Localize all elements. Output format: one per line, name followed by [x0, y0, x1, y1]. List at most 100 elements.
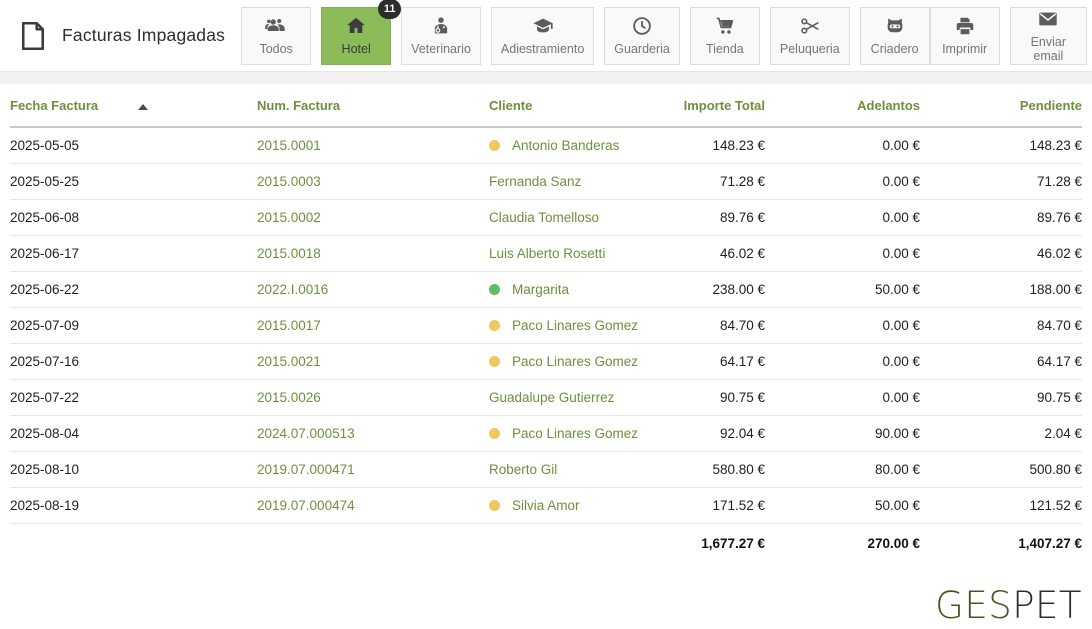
col-header-pendiente[interactable]: Pendiente [1019, 97, 1082, 113]
cell-importe: 580.80 € [712, 462, 765, 477]
filter-buttons: Todos 11 Hotel Veterinario Adiestram [241, 0, 930, 65]
client-status-dot [489, 284, 500, 295]
cell-importe: 84.70 € [719, 318, 765, 333]
table-row: 2025-07-22 2015.0026 Guadalupe Gutierrez… [10, 380, 1082, 416]
client-link[interactable]: Claudia Tomelloso [489, 210, 600, 225]
cell-fecha: 2025-08-10 [10, 462, 80, 477]
invoice-link[interactable]: 2015.0003 [257, 174, 321, 189]
filter-label: Peluqueria [779, 42, 840, 56]
cell-pendiente: 188.00 € [1029, 282, 1082, 297]
cell-fecha: 2025-07-22 [10, 390, 80, 405]
logo-pet: PET [1012, 584, 1082, 627]
shopping-cart-icon [714, 15, 736, 37]
filter-label: Tienda [705, 42, 744, 56]
client-link[interactable]: Paco Linares Gomez [512, 354, 639, 369]
table-row: 2025-08-10 2019.07.000471 Roberto Gil 58… [10, 452, 1082, 488]
gespet-logo: GESPET [935, 587, 1082, 624]
client-status-dot [489, 500, 500, 511]
table-header: Fecha Factura Num. Factura Cliente Impor… [10, 84, 1082, 128]
cell-fecha: 2025-06-17 [10, 246, 80, 261]
document-icon [15, 18, 51, 54]
invoice-link[interactable]: 2024.07.000513 [257, 426, 355, 441]
client-link[interactable]: Margarita [512, 282, 570, 297]
col-header-cliente[interactable]: Cliente [489, 97, 533, 113]
print-button[interactable]: Imprimir [929, 6, 1000, 65]
invoice-link[interactable]: 2015.0026 [257, 390, 321, 405]
users-icon [265, 15, 287, 37]
client-link[interactable]: Paco Linares Gomez [512, 318, 639, 333]
col-header-num-factura[interactable]: Num. Factura [257, 97, 341, 113]
cell-pendiente: 46.02 € [1036, 246, 1082, 261]
cell-pendiente: 500.80 € [1029, 462, 1082, 477]
header-separator [0, 71, 1092, 84]
col-header-importe-total[interactable]: Importe Total [683, 97, 765, 113]
cell-adelantos: 0.00 € [882, 138, 920, 153]
total-pendiente: 1,407.27 € [1018, 535, 1082, 551]
cell-pendiente: 64.17 € [1036, 354, 1082, 369]
table-row: 2025-07-16 2015.0021 Paco Linares Gomez … [10, 344, 1082, 380]
topbar: Facturas Impagadas Todos 11 Hotel [0, 0, 1092, 71]
scissors-icon [799, 15, 821, 37]
client-status-dot [489, 320, 500, 331]
cell-adelantos: 90.00 € [874, 426, 920, 441]
filter-hotel[interactable]: 11 Hotel [321, 0, 402, 65]
invoice-link[interactable]: 2015.0001 [257, 138, 321, 153]
cell-adelantos: 0.00 € [882, 174, 920, 189]
filter-tienda[interactable]: Tienda [689, 6, 760, 65]
cell-pendiente: 71.28 € [1036, 174, 1082, 189]
totals-row: 1,677.27 € 270.00 € 1,407.27 € [10, 524, 1082, 562]
send-email-button[interactable]: Enviar email [1009, 6, 1087, 65]
cell-adelantos: 0.00 € [882, 318, 920, 333]
filter-veterinario[interactable]: Veterinario [401, 6, 481, 65]
filter-label: Criadero [870, 42, 919, 56]
invoice-link[interactable]: 2015.0018 [257, 246, 321, 261]
cell-importe: 64.17 € [719, 354, 765, 369]
invoice-link[interactable]: 2015.0002 [257, 210, 321, 225]
invoice-link[interactable]: 2015.0021 [257, 354, 321, 369]
invoice-link[interactable]: 2015.0017 [257, 318, 321, 333]
sort-asc-icon [138, 103, 149, 110]
cell-pendiente: 84.70 € [1036, 318, 1082, 333]
client-link[interactable]: Guadalupe Gutierrez [489, 390, 615, 405]
filter-todos[interactable]: Todos [241, 6, 312, 65]
cell-adelantos: 0.00 € [882, 354, 920, 369]
col-header-fecha-factura[interactable]: Fecha Factura [10, 98, 257, 113]
table-body: 2025-05-05 2015.0001 Antonio Banderas 14… [10, 128, 1082, 524]
filter-criadero[interactable]: Criadero [859, 6, 930, 65]
table-row: 2025-08-04 2024.07.000513 Paco Linares G… [10, 416, 1082, 452]
cell-pendiente: 89.76 € [1036, 210, 1082, 225]
filter-label: Todos [259, 42, 293, 56]
cell-fecha: 2025-05-05 [10, 138, 80, 153]
invoice-link[interactable]: 2022.I.0016 [257, 282, 329, 297]
filter-adiestramiento[interactable]: Adiestramiento [490, 6, 595, 65]
client-link[interactable]: Luis Alberto Rosetti [489, 246, 606, 261]
client-link[interactable]: Silvia Amor [512, 498, 580, 513]
cell-adelantos: 50.00 € [874, 282, 920, 297]
filter-guarderia[interactable]: Guarderia [604, 6, 680, 65]
total-importe: 1,677.27 € [701, 535, 765, 551]
client-link[interactable]: Roberto Gil [489, 462, 558, 477]
filter-label: Hotel [341, 42, 371, 56]
client-link[interactable]: Paco Linares Gomez [512, 426, 639, 441]
col-header-adelantos[interactable]: Adelantos [857, 97, 920, 113]
filter-peluqueria[interactable]: Peluqueria [769, 6, 850, 65]
invoice-link[interactable]: 2019.07.000474 [257, 498, 355, 513]
table-row: 2025-08-19 2019.07.000474 Silvia Amor 17… [10, 488, 1082, 524]
page-title: Facturas Impagadas [62, 25, 226, 45]
client-link[interactable]: Antonio Banderas [512, 138, 620, 153]
cell-importe: 171.52 € [712, 498, 765, 513]
client-link[interactable]: Fernanda Sanz [489, 174, 582, 189]
home-icon [345, 15, 367, 37]
table-row: 2025-06-17 2015.0018 Luis Alberto Rosett… [10, 236, 1082, 272]
table-row: 2025-06-08 2015.0002 Claudia Tomelloso 8… [10, 200, 1082, 236]
invoice-link[interactable]: 2019.07.000471 [257, 462, 355, 477]
client-status-dot [489, 356, 500, 367]
hotel-badge: 11 [378, 0, 402, 19]
envelope-icon [1037, 8, 1059, 30]
action-buttons: Imprimir Enviar email [929, 6, 1087, 65]
cell-pendiente: 121.52 € [1029, 498, 1082, 513]
action-label: Imprimir [942, 42, 988, 56]
cell-fecha: 2025-05-25 [10, 174, 80, 189]
cell-pendiente: 2.04 € [1044, 426, 1082, 441]
